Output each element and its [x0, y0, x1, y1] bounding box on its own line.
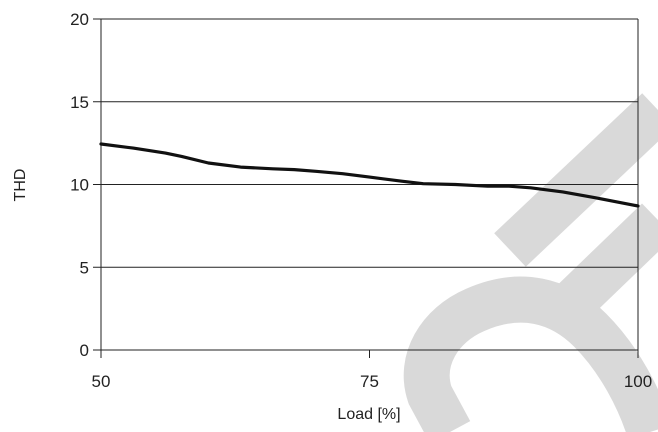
series-line-1 — [99, 142, 640, 208]
y-tick-label: 10 — [70, 176, 89, 195]
y-tick-label: 5 — [80, 258, 89, 277]
y-axis-label: THD — [12, 169, 29, 202]
series-layer — [99, 142, 640, 208]
y-tick-label: 0 — [80, 341, 89, 360]
x-tick-label: 50 — [92, 372, 111, 391]
x-tick-label: 100 — [624, 372, 652, 391]
x-axis-label: Load [%] — [337, 406, 400, 423]
watermark — [403, 93, 658, 432]
tick-labels: 0 5 10 15 20 50 75 100 — [70, 10, 652, 391]
gridlines — [101, 18, 638, 351]
y-tick-label: 20 — [70, 10, 89, 29]
y-tick-label: 15 — [70, 93, 89, 112]
x-tick-label: 75 — [360, 372, 379, 391]
axes — [93, 18, 639, 358]
